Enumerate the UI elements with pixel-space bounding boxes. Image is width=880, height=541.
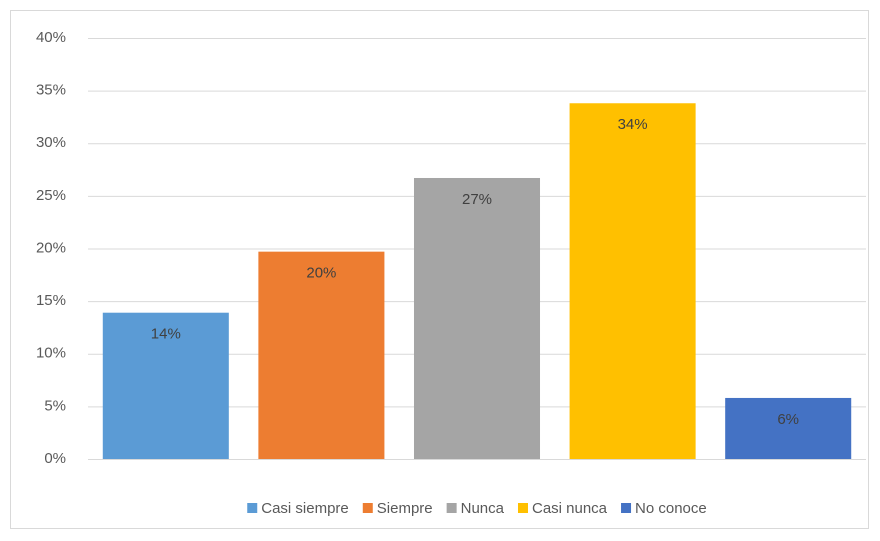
y-tick-label: 0% bbox=[44, 450, 66, 467]
bar bbox=[725, 397, 852, 459]
data-label: 27% bbox=[462, 191, 492, 208]
y-tick-label: 10% bbox=[36, 345, 66, 362]
legend-label: Siempre bbox=[377, 500, 433, 517]
legend-swatch bbox=[362, 503, 373, 513]
legend-label: Casi siempre bbox=[261, 500, 349, 517]
y-tick-label: 25% bbox=[36, 187, 66, 204]
y-tick-label: 5% bbox=[44, 397, 66, 414]
y-tick-label: 20% bbox=[36, 239, 66, 256]
legend-label: Casi nunca bbox=[532, 500, 608, 517]
data-label: 6% bbox=[777, 411, 799, 428]
bar bbox=[569, 103, 696, 459]
legend-label: Nunca bbox=[461, 500, 505, 517]
legend-swatch bbox=[247, 503, 258, 513]
legend-swatch bbox=[517, 503, 528, 513]
data-label: 14% bbox=[151, 326, 181, 343]
bar bbox=[413, 177, 541, 460]
y-tick-label: 40% bbox=[36, 29, 66, 46]
legend-swatch bbox=[621, 503, 632, 513]
bar bbox=[102, 312, 229, 459]
y-tick-label: 15% bbox=[36, 292, 66, 309]
y-tick-label: 30% bbox=[36, 134, 66, 151]
legend-label: No conoce bbox=[635, 500, 707, 517]
bar bbox=[258, 251, 385, 459]
y-tick-label: 35% bbox=[36, 82, 66, 99]
legend-swatch bbox=[446, 503, 457, 513]
data-label: 34% bbox=[618, 116, 648, 133]
data-label: 20% bbox=[306, 265, 336, 282]
